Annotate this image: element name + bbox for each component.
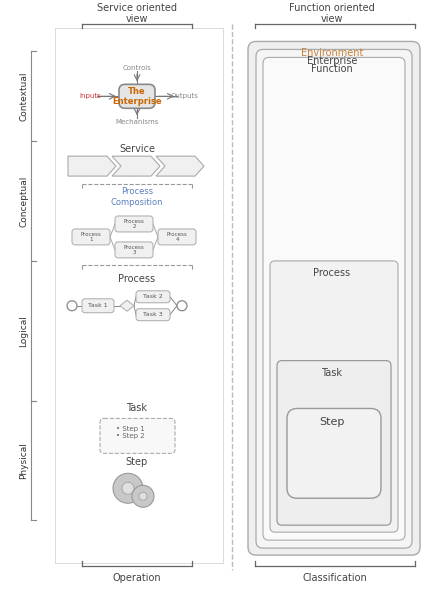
Text: Task 3: Task 3 xyxy=(143,312,162,317)
Circle shape xyxy=(177,301,187,311)
Text: Step: Step xyxy=(125,457,148,467)
Text: Process
1: Process 1 xyxy=(80,232,101,242)
Text: • Step 1
• Step 2: • Step 1 • Step 2 xyxy=(115,426,144,439)
Circle shape xyxy=(113,473,143,503)
Text: The
Enterprise: The Enterprise xyxy=(112,87,161,106)
Text: Task 1: Task 1 xyxy=(88,303,108,309)
Text: Process: Process xyxy=(313,268,350,278)
Circle shape xyxy=(139,492,147,500)
Text: Task: Task xyxy=(321,368,342,378)
Text: Controls: Controls xyxy=(122,66,151,72)
Text: Inputs: Inputs xyxy=(79,93,101,99)
FancyBboxPatch shape xyxy=(286,408,380,498)
Text: Function oriented
view: Function oriented view xyxy=(289,3,374,24)
FancyBboxPatch shape xyxy=(100,418,174,453)
Polygon shape xyxy=(68,156,116,176)
Text: Function: Function xyxy=(310,64,352,74)
FancyBboxPatch shape xyxy=(115,216,153,232)
Text: Process
3: Process 3 xyxy=(123,245,144,255)
Text: Physical: Physical xyxy=(20,442,29,479)
FancyBboxPatch shape xyxy=(247,41,419,555)
Text: Process
Composition: Process Composition xyxy=(111,187,163,207)
Text: Service oriented
view: Service oriented view xyxy=(97,3,177,24)
FancyBboxPatch shape xyxy=(119,85,155,108)
FancyBboxPatch shape xyxy=(115,242,153,258)
FancyBboxPatch shape xyxy=(263,57,404,540)
FancyBboxPatch shape xyxy=(72,229,110,245)
Text: Contextual: Contextual xyxy=(20,72,29,121)
Text: Process
2: Process 2 xyxy=(123,219,144,229)
Text: Step: Step xyxy=(319,417,344,427)
FancyBboxPatch shape xyxy=(82,299,114,313)
Polygon shape xyxy=(120,300,134,311)
Circle shape xyxy=(122,482,134,494)
Text: Task 2: Task 2 xyxy=(143,294,162,299)
FancyBboxPatch shape xyxy=(136,309,170,321)
Polygon shape xyxy=(156,156,204,176)
Text: Logical: Logical xyxy=(20,315,29,347)
Bar xyxy=(55,28,223,563)
FancyBboxPatch shape xyxy=(256,50,411,548)
Text: Mechanisms: Mechanisms xyxy=(115,119,158,125)
FancyBboxPatch shape xyxy=(158,229,196,245)
Text: Classification: Classification xyxy=(302,573,367,583)
Text: Operation: Operation xyxy=(112,573,161,583)
Text: Outputs: Outputs xyxy=(171,93,198,99)
Polygon shape xyxy=(112,156,160,176)
FancyBboxPatch shape xyxy=(136,291,170,303)
Text: Process
4: Process 4 xyxy=(166,232,187,242)
Text: Process: Process xyxy=(118,274,155,284)
Text: Environment: Environment xyxy=(300,48,362,59)
Text: Service: Service xyxy=(119,144,155,154)
Text: Conceptual: Conceptual xyxy=(20,176,29,227)
Circle shape xyxy=(67,301,77,311)
Text: Enterprise: Enterprise xyxy=(306,56,356,66)
Circle shape xyxy=(132,485,154,507)
Text: Task: Task xyxy=(126,404,147,414)
FancyBboxPatch shape xyxy=(270,261,397,532)
FancyBboxPatch shape xyxy=(276,361,390,525)
